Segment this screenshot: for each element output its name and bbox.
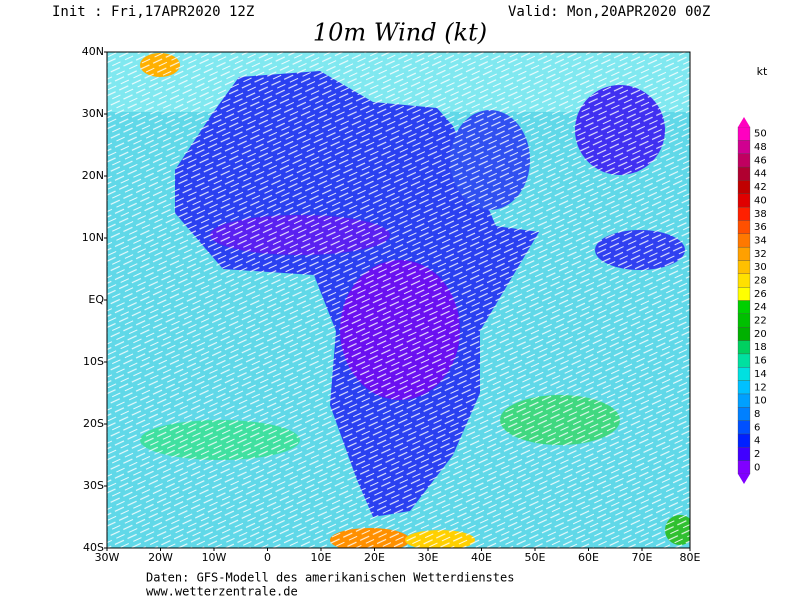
unit-label: kt (757, 65, 768, 78)
lat-label: 10S (83, 355, 104, 368)
colorbar-label: 38 (754, 209, 767, 220)
colorbar-label: 0 (754, 462, 760, 473)
colorbar-label: 44 (754, 169, 767, 180)
lat-label: 30S (83, 479, 104, 492)
colorbar-label: 6 (754, 422, 760, 433)
lon-label: 20E (364, 551, 385, 564)
map-title: 10m Wind (kt) (313, 19, 487, 47)
lon-label: 60E (578, 551, 599, 564)
colorbar-label: 16 (754, 356, 767, 367)
colorbar-label: 10 (754, 396, 767, 407)
colorbar-box (737, 180, 751, 194)
colorbar-box (737, 367, 751, 381)
lat-label: 20S (83, 417, 104, 430)
colorbar-box (737, 246, 751, 261)
lon-label: 20W (148, 551, 173, 564)
valid-time: Valid: Mon,20APR2020 00Z (508, 4, 710, 20)
colorbar-label: 4 (754, 436, 760, 447)
lon-label: 30W (95, 551, 120, 564)
colorbar-label: 30 (754, 262, 767, 273)
colorbar-label: 46 (754, 155, 767, 166)
colorbar-label: 48 (754, 142, 767, 153)
colorbar-box (737, 233, 751, 248)
lat-label: 40S (83, 541, 104, 554)
colorbar-box (737, 140, 751, 154)
colorbar-box (737, 273, 751, 288)
lon-label: 10W (202, 551, 227, 564)
colorbar-box (737, 300, 751, 314)
init-time: Init : Fri,17APR2020 12Z (52, 4, 254, 20)
colorbar-box (737, 313, 751, 328)
colorbar-label: 42 (754, 182, 767, 193)
lat-label: 20N (82, 169, 104, 182)
colorbar-label: 12 (754, 382, 767, 393)
lon-label: 50E (525, 551, 546, 564)
lon-label: 30E (418, 551, 439, 564)
colorbar-cap (738, 474, 750, 484)
colorbar-box (737, 460, 751, 475)
lon-label: 0 (264, 551, 271, 564)
colorbar-label: 20 (754, 329, 767, 340)
colorbar-label: 28 (754, 275, 767, 286)
source-text: Daten: GFS-Modell des amerikanischen Wet… (146, 571, 514, 585)
colorbar-label: 36 (754, 222, 767, 233)
colorbar-box (737, 287, 751, 301)
lat-label: EQ (88, 293, 104, 306)
wind-arrows (107, 52, 690, 548)
colorbar-box (737, 447, 751, 461)
colorbar-box (737, 380, 751, 395)
lon-label: 70E (632, 551, 653, 564)
colorbar-label: 32 (754, 249, 767, 260)
colorbar-label: 26 (754, 289, 767, 300)
colorbar-box (737, 153, 751, 168)
colorbar-box (737, 206, 751, 221)
colorbar-cap (738, 117, 750, 127)
colorbar-box (737, 407, 751, 421)
colorbar-box (737, 220, 751, 234)
colorbar-box (737, 353, 751, 368)
colorbar-label: 2 (754, 449, 760, 460)
colorbar-box (737, 393, 751, 408)
colorbar-label: 24 (754, 302, 767, 313)
colorbar-box (737, 433, 751, 448)
colorbar-label: 50 (754, 129, 767, 140)
lat-label: 30N (82, 107, 104, 120)
colorbar-label: 14 (754, 369, 767, 380)
colorbar-label: 8 (754, 409, 760, 420)
colorbar-label: 40 (754, 195, 767, 206)
lon-label: 80E (680, 551, 701, 564)
colorbar-label: 34 (754, 235, 767, 246)
colorbar-box (737, 166, 751, 181)
colorbar-box (737, 193, 751, 208)
lat-label: 10N (82, 231, 104, 244)
lon-label: 10E (311, 551, 332, 564)
colorbar-box (737, 420, 751, 435)
wind-field (107, 52, 690, 548)
colorbar-label: 22 (754, 316, 767, 327)
colorbar-box (737, 260, 751, 274)
colorbar-label: 18 (754, 342, 767, 353)
lat-label: 40N (82, 45, 104, 58)
url-text: www.wetterzentrale.de (146, 585, 298, 599)
colorbar-box (737, 327, 751, 341)
colorbar-box (737, 340, 751, 355)
lon-label: 40E (471, 551, 492, 564)
colorbar-box (737, 126, 751, 141)
